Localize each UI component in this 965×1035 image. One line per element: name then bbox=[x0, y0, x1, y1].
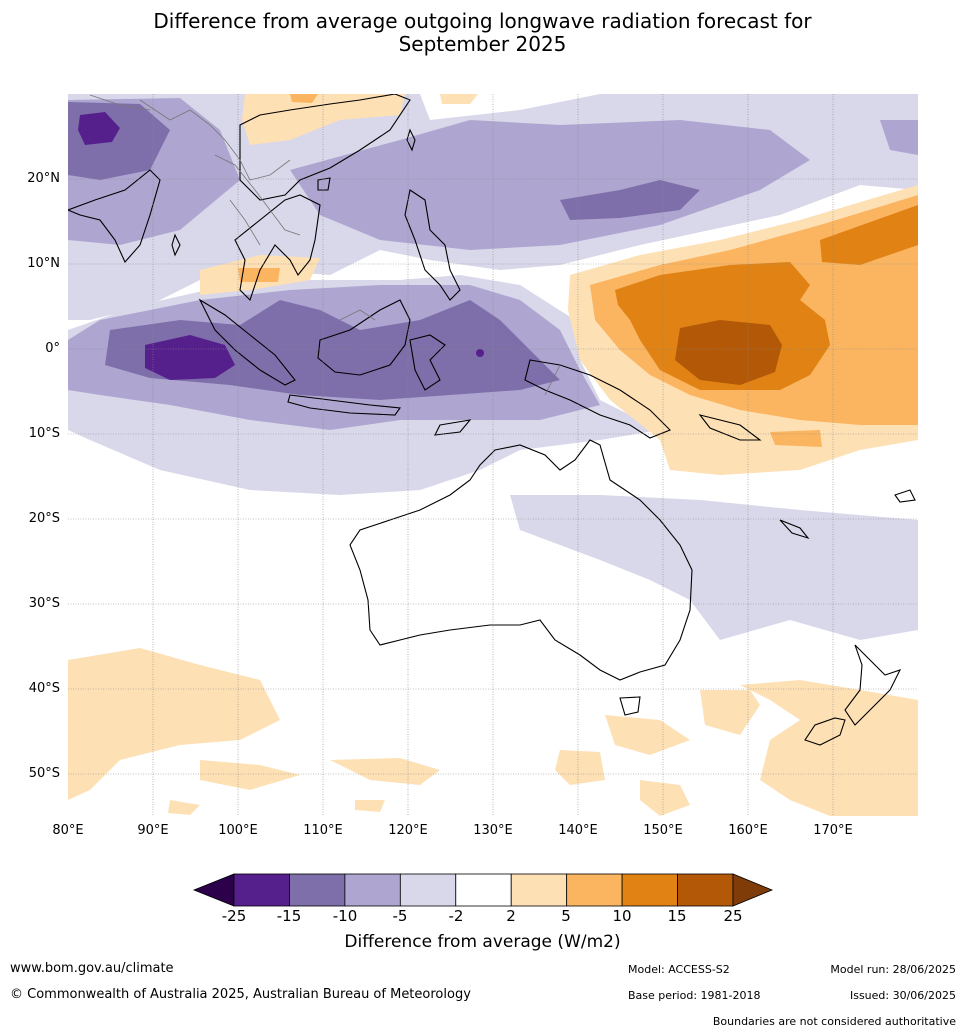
colorbar-tick: 5 bbox=[561, 907, 571, 925]
colorbar-segment bbox=[399, 873, 457, 907]
colorbar-tick: -25 bbox=[221, 907, 247, 925]
lat-label-10n: 10°N bbox=[27, 256, 60, 271]
lat-label-50s: 50°S bbox=[28, 766, 60, 781]
lon-label-160e: 160°E bbox=[728, 823, 768, 838]
anomaly-fill-purple-dark bbox=[78, 112, 484, 380]
lon-label-90e: 90°E bbox=[137, 823, 169, 838]
philippines-coastline bbox=[404, 189, 461, 301]
footer-boundaries: Boundaries are not considered authoritat… bbox=[712, 1015, 956, 1028]
lon-label-150e: 150°E bbox=[643, 823, 683, 838]
colorbar-segment bbox=[510, 873, 568, 907]
lat-label-20n: 20°N bbox=[27, 171, 60, 186]
colorbar-tick: -10 bbox=[332, 907, 358, 925]
colorbar-segment bbox=[621, 873, 678, 907]
lat-label-30s: 30°S bbox=[28, 596, 60, 611]
new-zealand-north-coastline bbox=[844, 644, 902, 726]
footer-base-period: Base period: 1981-2018 bbox=[628, 989, 761, 1002]
colorbar-segment bbox=[289, 873, 346, 907]
footer-model: Model: ACCESS-S2 bbox=[628, 963, 730, 976]
colorbar-segment bbox=[566, 873, 623, 907]
olr-anomaly-map bbox=[68, 94, 918, 816]
colorbar-tick: 2 bbox=[506, 907, 516, 925]
lon-label-100e: 100°E bbox=[218, 823, 258, 838]
lat-label-20s: 20°S bbox=[28, 511, 60, 526]
australia-coastline bbox=[349, 439, 693, 681]
colorbar-segment bbox=[677, 873, 734, 907]
anomaly-fill-orange-deep bbox=[675, 320, 782, 385]
fiji-coastline bbox=[894, 489, 916, 503]
colorbar-segment bbox=[455, 873, 512, 907]
new-caledonia-coastline bbox=[779, 519, 810, 540]
colorbar-tick: 25 bbox=[723, 907, 743, 925]
lat-label-40s: 40°S bbox=[28, 681, 60, 696]
colorbar-over-triangle bbox=[732, 873, 774, 907]
indochina-coastline bbox=[234, 194, 321, 302]
new-zealand-south-coastline bbox=[804, 717, 846, 746]
solomon-coastline bbox=[698, 414, 762, 441]
title-line-1: Difference from average outgoing longwav… bbox=[153, 9, 812, 33]
lon-label-130e: 130°E bbox=[473, 823, 513, 838]
colorbar-under-triangle bbox=[192, 873, 235, 907]
sumatra-coastline bbox=[198, 298, 296, 386]
lon-label-140e: 140°E bbox=[558, 823, 598, 838]
gridlines bbox=[68, 94, 918, 816]
colorbar bbox=[192, 873, 774, 907]
java-coastline bbox=[287, 394, 401, 416]
footer-url: www.bom.gov.au/climate bbox=[10, 961, 174, 976]
title-line-2: September 2025 bbox=[398, 32, 567, 56]
footer-issued: Issued: 30/06/2025 bbox=[849, 989, 956, 1002]
coastlines bbox=[68, 94, 916, 746]
colorbar-tick: -5 bbox=[392, 907, 408, 925]
colorbar-tick: -2 bbox=[448, 907, 464, 925]
india-coastline bbox=[68, 169, 161, 264]
lon-label-80e: 80°E bbox=[52, 823, 84, 838]
timor-coastline bbox=[434, 419, 472, 436]
colorbar-tick: 15 bbox=[667, 907, 687, 925]
colorbar-label: Difference from average (W/m2) bbox=[344, 932, 621, 952]
footer-model-run: Model run: 28/06/2025 bbox=[830, 963, 956, 976]
new-guinea-coastline bbox=[524, 359, 671, 439]
lon-label-170e: 170°E bbox=[813, 823, 853, 838]
colorbar-tick: 10 bbox=[612, 907, 632, 925]
country-borders bbox=[89, 94, 561, 396]
footer-copyright: © Commonwealth of Australia 2025, Austra… bbox=[10, 987, 471, 1002]
lat-label-10s: 10°S bbox=[28, 426, 60, 441]
lat-label-0: 0° bbox=[45, 341, 60, 356]
tasmania-coastline bbox=[619, 696, 641, 716]
chart-title: Difference from average outgoing longwav… bbox=[0, 10, 965, 56]
sri-lanka-coastline bbox=[171, 233, 181, 257]
lon-label-110e: 110°E bbox=[303, 823, 343, 838]
colorbar-tick: -15 bbox=[276, 907, 302, 925]
china-coast bbox=[239, 94, 411, 201]
colorbar-segments bbox=[233, 873, 734, 907]
colorbar-segment bbox=[344, 873, 401, 907]
lon-label-120e: 120°E bbox=[388, 823, 428, 838]
colorbar-segment bbox=[233, 873, 290, 907]
sulawesi-coastline bbox=[409, 334, 446, 391]
hainan-coastline bbox=[317, 177, 331, 191]
